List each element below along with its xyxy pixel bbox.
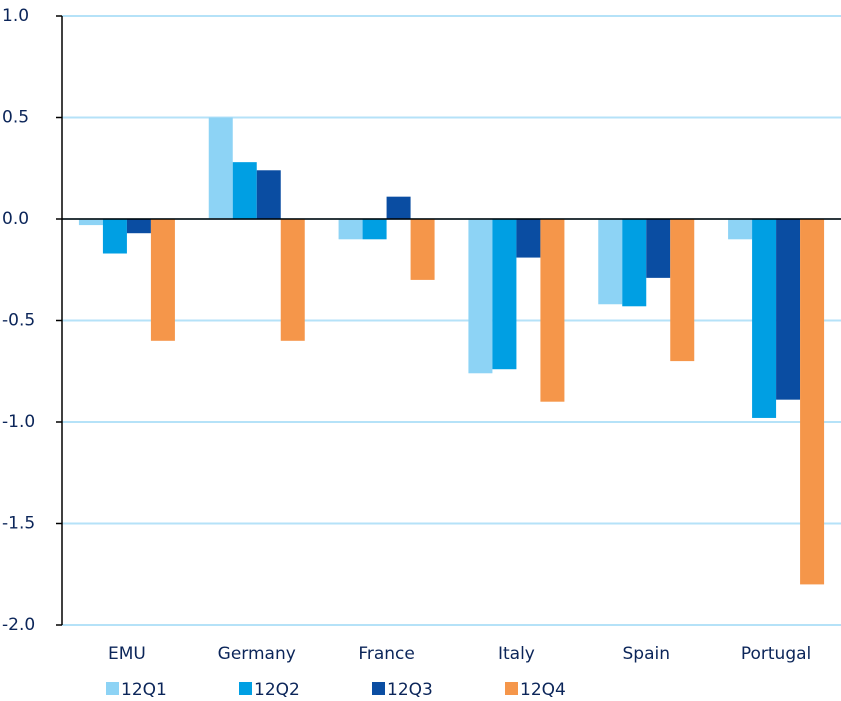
- bar: [126, 219, 151, 234]
- legend-label: 12Q2: [254, 680, 300, 700]
- bar: [540, 219, 565, 402]
- y-tick-label: 1.0: [2, 6, 29, 26]
- legend-swatch: [372, 682, 385, 695]
- bar: [232, 162, 257, 219]
- bar: [776, 219, 801, 400]
- bar: [280, 219, 305, 341]
- bar: [256, 170, 281, 219]
- bar: [728, 219, 753, 240]
- bar: [800, 219, 825, 585]
- x-tick-label: Spain: [623, 644, 671, 664]
- bar: [410, 219, 435, 280]
- bar: [338, 219, 363, 240]
- bar: [516, 219, 541, 258]
- bar: [598, 219, 623, 305]
- y-tick-label: -1.5: [2, 514, 35, 534]
- legend-swatch: [239, 682, 252, 695]
- bar: [362, 219, 387, 240]
- legend-swatch: [106, 682, 119, 695]
- x-tick-label: Germany: [218, 644, 296, 664]
- bar: [752, 219, 777, 418]
- bar: [622, 219, 647, 307]
- y-tick-label: 0.0: [2, 209, 29, 229]
- y-tick-label: 0.5: [2, 108, 29, 128]
- legend-label: 12Q1: [121, 680, 167, 700]
- y-tick-label: -2.0: [2, 615, 35, 635]
- legend-label: 12Q3: [387, 680, 433, 700]
- x-tick-label: France: [358, 644, 415, 664]
- bar: [208, 117, 233, 219]
- x-tick-label: Portugal: [741, 644, 811, 664]
- y-tick-label: -1.0: [2, 412, 35, 432]
- bar: [78, 219, 103, 226]
- legend-label: 12Q4: [520, 680, 566, 700]
- y-tick-label: -0.5: [2, 311, 35, 331]
- bar: [102, 219, 127, 254]
- bar: [670, 219, 695, 362]
- x-tick-label: EMU: [108, 644, 146, 664]
- bar: [386, 196, 411, 219]
- bar: [646, 219, 671, 278]
- x-tick-label: Italy: [498, 644, 535, 664]
- bar: [492, 219, 517, 370]
- bar: [150, 219, 175, 341]
- bar: [468, 219, 493, 374]
- legend-swatch: [505, 682, 518, 695]
